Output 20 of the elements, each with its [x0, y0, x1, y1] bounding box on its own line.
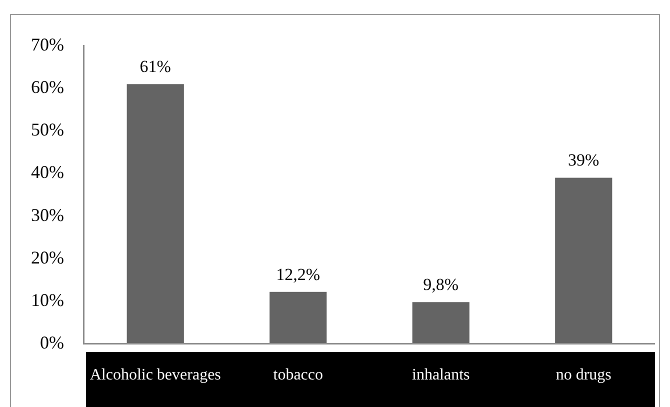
y-tick-label: 30%: [30, 204, 64, 225]
data-label: 61%: [140, 57, 171, 76]
y-tick-label: 20%: [30, 247, 64, 268]
data-label: 39%: [568, 150, 600, 170]
x-tick-label: inhalants: [412, 366, 470, 384]
bar: [412, 302, 470, 344]
data-label: 12,2%: [276, 264, 320, 284]
y-tick-label: 40%: [30, 162, 64, 182]
x-tick-label: tobacco: [273, 366, 323, 384]
data-label: 9,8%: [423, 275, 459, 294]
x-tick-label: Alcoholic beverages: [90, 366, 221, 384]
y-tick-label: 50%: [30, 120, 64, 140]
bar: [270, 292, 327, 344]
y-tick-label: 70%: [30, 34, 64, 55]
y-tick-label: 10%: [30, 290, 64, 310]
y-tick-label: 0%: [40, 332, 64, 353]
bar: [555, 178, 612, 344]
y-tick-label: 60%: [30, 77, 64, 98]
bar: [126, 84, 184, 344]
x-tick-label: no drugs: [556, 366, 612, 384]
